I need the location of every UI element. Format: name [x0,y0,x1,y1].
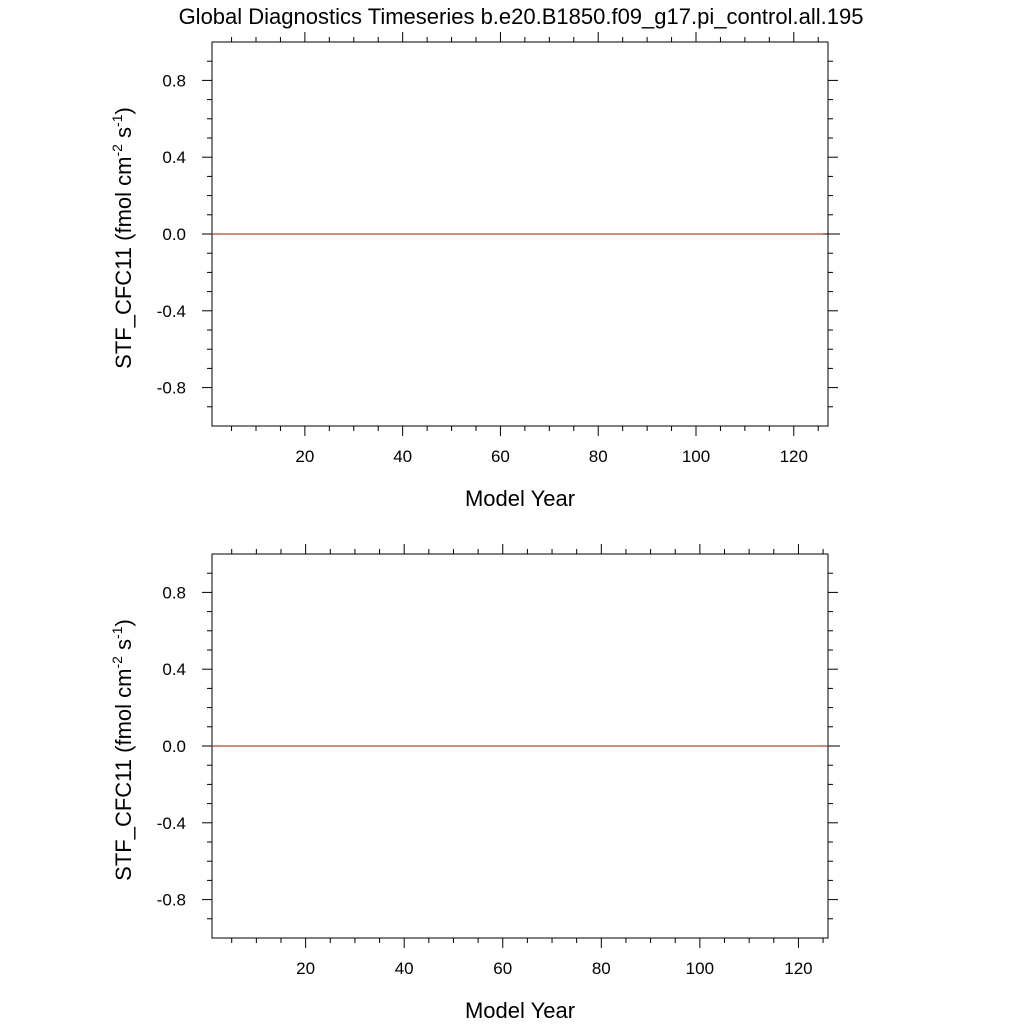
x-tick-label: 40 [395,959,414,978]
y-tick-label: 0.8 [162,71,186,90]
y-tick-label: 0.0 [162,225,186,244]
chart-panel-1: 20 40 60 80 100 120 0.8 0.4 0.0 -0.4 -0.8 Model Yea… [109,32,840,511]
x-axis-label: Model Year [465,998,575,1023]
y-axis-label: STF_CFC11 (fmol cm-2 s-1) [109,107,136,369]
y-axis-label-part: s [111,127,136,144]
y-tick-label: -0.8 [157,379,186,398]
y-tick-label: -0.4 [157,814,186,833]
y-axis-label-part: -1 [109,114,125,127]
chart-panel-2: 20 40 60 80 100 120 0.8 0.4 0.0 -0.4 -0.8 Model Yea… [109,544,840,1023]
x-tick-label: 120 [784,959,812,978]
x-tick-label: 80 [592,959,611,978]
y-axis-label-part: -1 [109,626,125,639]
y-tick-label: 0.4 [162,148,186,167]
y-tick-label: -0.4 [157,302,186,321]
y-tick-label: 0.0 [162,737,186,756]
y-axis-label-part: -2 [109,656,125,669]
y-tick-label: 0.4 [162,660,186,679]
y-tick-label: 0.8 [162,583,186,602]
y-axis-label-part: -2 [109,144,125,157]
x-tick-label: 60 [491,447,510,466]
x-tick-label: 20 [295,447,314,466]
x-tick-label: 100 [682,447,710,466]
x-tick-label: 60 [493,959,512,978]
y-axis-label: STF_CFC11 (fmol cm-2 s-1) [109,619,136,881]
x-tick-label: 20 [296,959,315,978]
y-axis-label-part: s [111,639,136,656]
x-tick-label: 40 [393,447,412,466]
x-tick-label: 100 [686,959,714,978]
y-axis-label-part: ) [111,619,136,626]
x-tick-label: 120 [780,447,808,466]
x-axis-label: Model Year [465,486,575,511]
y-axis-label-part: ) [111,107,136,114]
x-tick-label: 80 [589,447,608,466]
y-tick-label: -0.8 [157,891,186,910]
figure-title: Global Diagnostics Timeseries b.e20.B185… [179,4,864,29]
y-axis-label-part: STF_CFC11 (fmol cm [111,669,136,881]
y-axis-label-part: STF_CFC11 (fmol cm [111,157,136,369]
